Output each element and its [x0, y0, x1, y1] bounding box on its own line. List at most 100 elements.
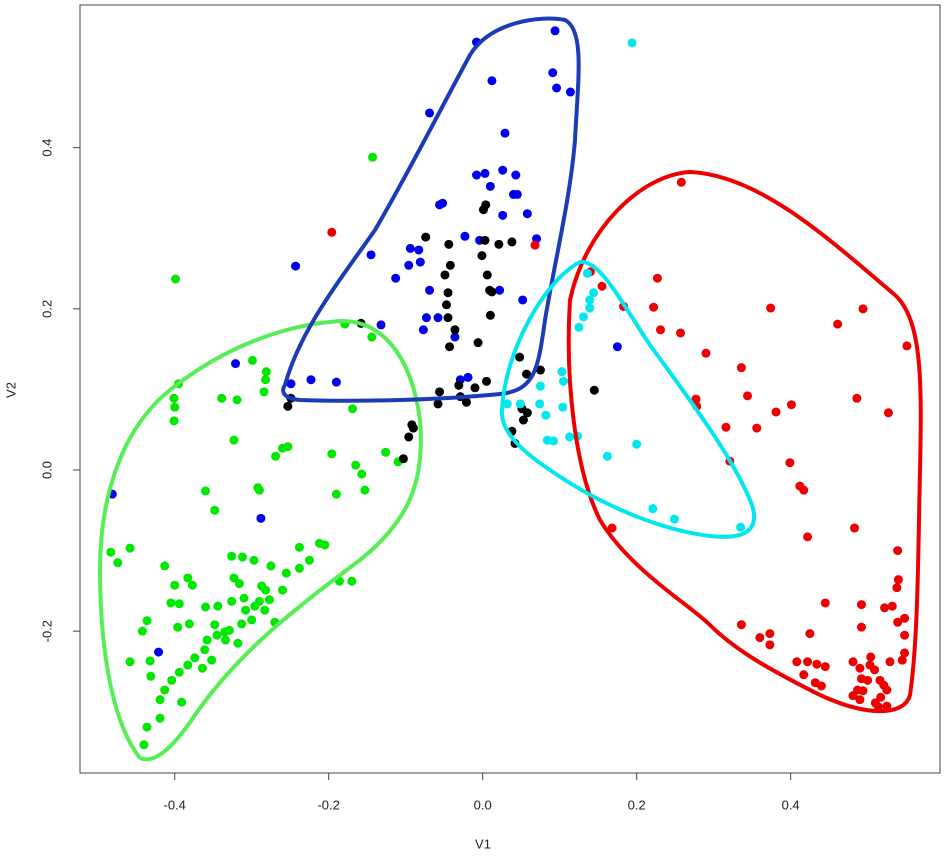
point [254, 485, 264, 495]
y-tick-label: 0.0 [39, 461, 54, 479]
point [347, 576, 357, 586]
point [398, 454, 408, 464]
point [425, 285, 435, 295]
point [870, 665, 880, 675]
point [511, 170, 521, 180]
point [266, 561, 276, 571]
point [187, 580, 197, 590]
point [632, 439, 642, 449]
point [812, 659, 822, 669]
point [535, 399, 545, 409]
point [170, 274, 180, 284]
point [552, 83, 562, 93]
point [320, 540, 330, 550]
cluster-hull [499, 260, 756, 539]
point [648, 504, 658, 514]
point [331, 489, 341, 499]
y-tick-label: -0.2 [39, 620, 54, 642]
point [876, 692, 886, 702]
point [233, 638, 243, 648]
point [443, 288, 453, 298]
point [232, 395, 242, 405]
point [855, 663, 865, 673]
point [893, 546, 903, 556]
point [799, 485, 809, 495]
point [755, 633, 765, 643]
point [892, 583, 902, 593]
point [897, 655, 907, 665]
x-tick-label: 0.4 [782, 797, 800, 812]
point [799, 670, 809, 680]
point [170, 402, 180, 412]
point [676, 328, 686, 338]
point [137, 626, 147, 636]
point [515, 352, 525, 362]
point [771, 407, 781, 417]
point [415, 257, 425, 267]
y-axis-label: V2 [3, 382, 18, 398]
point [174, 667, 184, 677]
point [241, 605, 251, 615]
point [607, 523, 617, 533]
point [160, 685, 170, 695]
point [902, 341, 912, 351]
point [202, 635, 212, 645]
point [743, 391, 753, 401]
point [184, 619, 194, 629]
point [259, 387, 269, 397]
x-tick-label: -0.2 [317, 797, 339, 812]
point [579, 312, 589, 322]
point [142, 722, 152, 732]
point [169, 393, 179, 403]
point [507, 237, 517, 247]
x-axis-label: V1 [475, 836, 491, 851]
point [585, 303, 595, 313]
point [656, 325, 666, 335]
point [900, 630, 910, 640]
point [173, 622, 183, 632]
cluster-hull [566, 169, 923, 714]
point [391, 273, 401, 283]
point [444, 239, 454, 249]
point [850, 523, 860, 533]
point [500, 128, 510, 138]
point [882, 685, 892, 695]
point [557, 367, 567, 377]
point [885, 657, 895, 667]
point [858, 304, 868, 314]
point [376, 320, 386, 330]
point [221, 635, 231, 645]
point [461, 397, 471, 407]
point [229, 435, 239, 445]
point [220, 627, 230, 637]
point [433, 313, 443, 323]
point [549, 436, 559, 446]
point [450, 325, 460, 335]
point [495, 285, 505, 295]
point [247, 615, 257, 625]
point [440, 270, 450, 280]
point [900, 613, 910, 623]
point [470, 383, 480, 393]
point [260, 605, 270, 615]
point [249, 555, 259, 565]
cluster-hull [281, 16, 581, 403]
point [425, 108, 435, 118]
point [438, 198, 448, 208]
point [210, 620, 220, 630]
point [366, 250, 376, 260]
point [291, 261, 301, 271]
point [155, 713, 165, 723]
point [360, 485, 370, 495]
point [785, 458, 795, 468]
point [816, 681, 826, 691]
point [167, 675, 177, 685]
point [277, 585, 287, 595]
point [367, 332, 377, 342]
point [261, 585, 271, 595]
point [522, 408, 532, 418]
point [283, 401, 293, 411]
point [833, 319, 843, 329]
point [512, 189, 522, 199]
point [183, 660, 193, 670]
